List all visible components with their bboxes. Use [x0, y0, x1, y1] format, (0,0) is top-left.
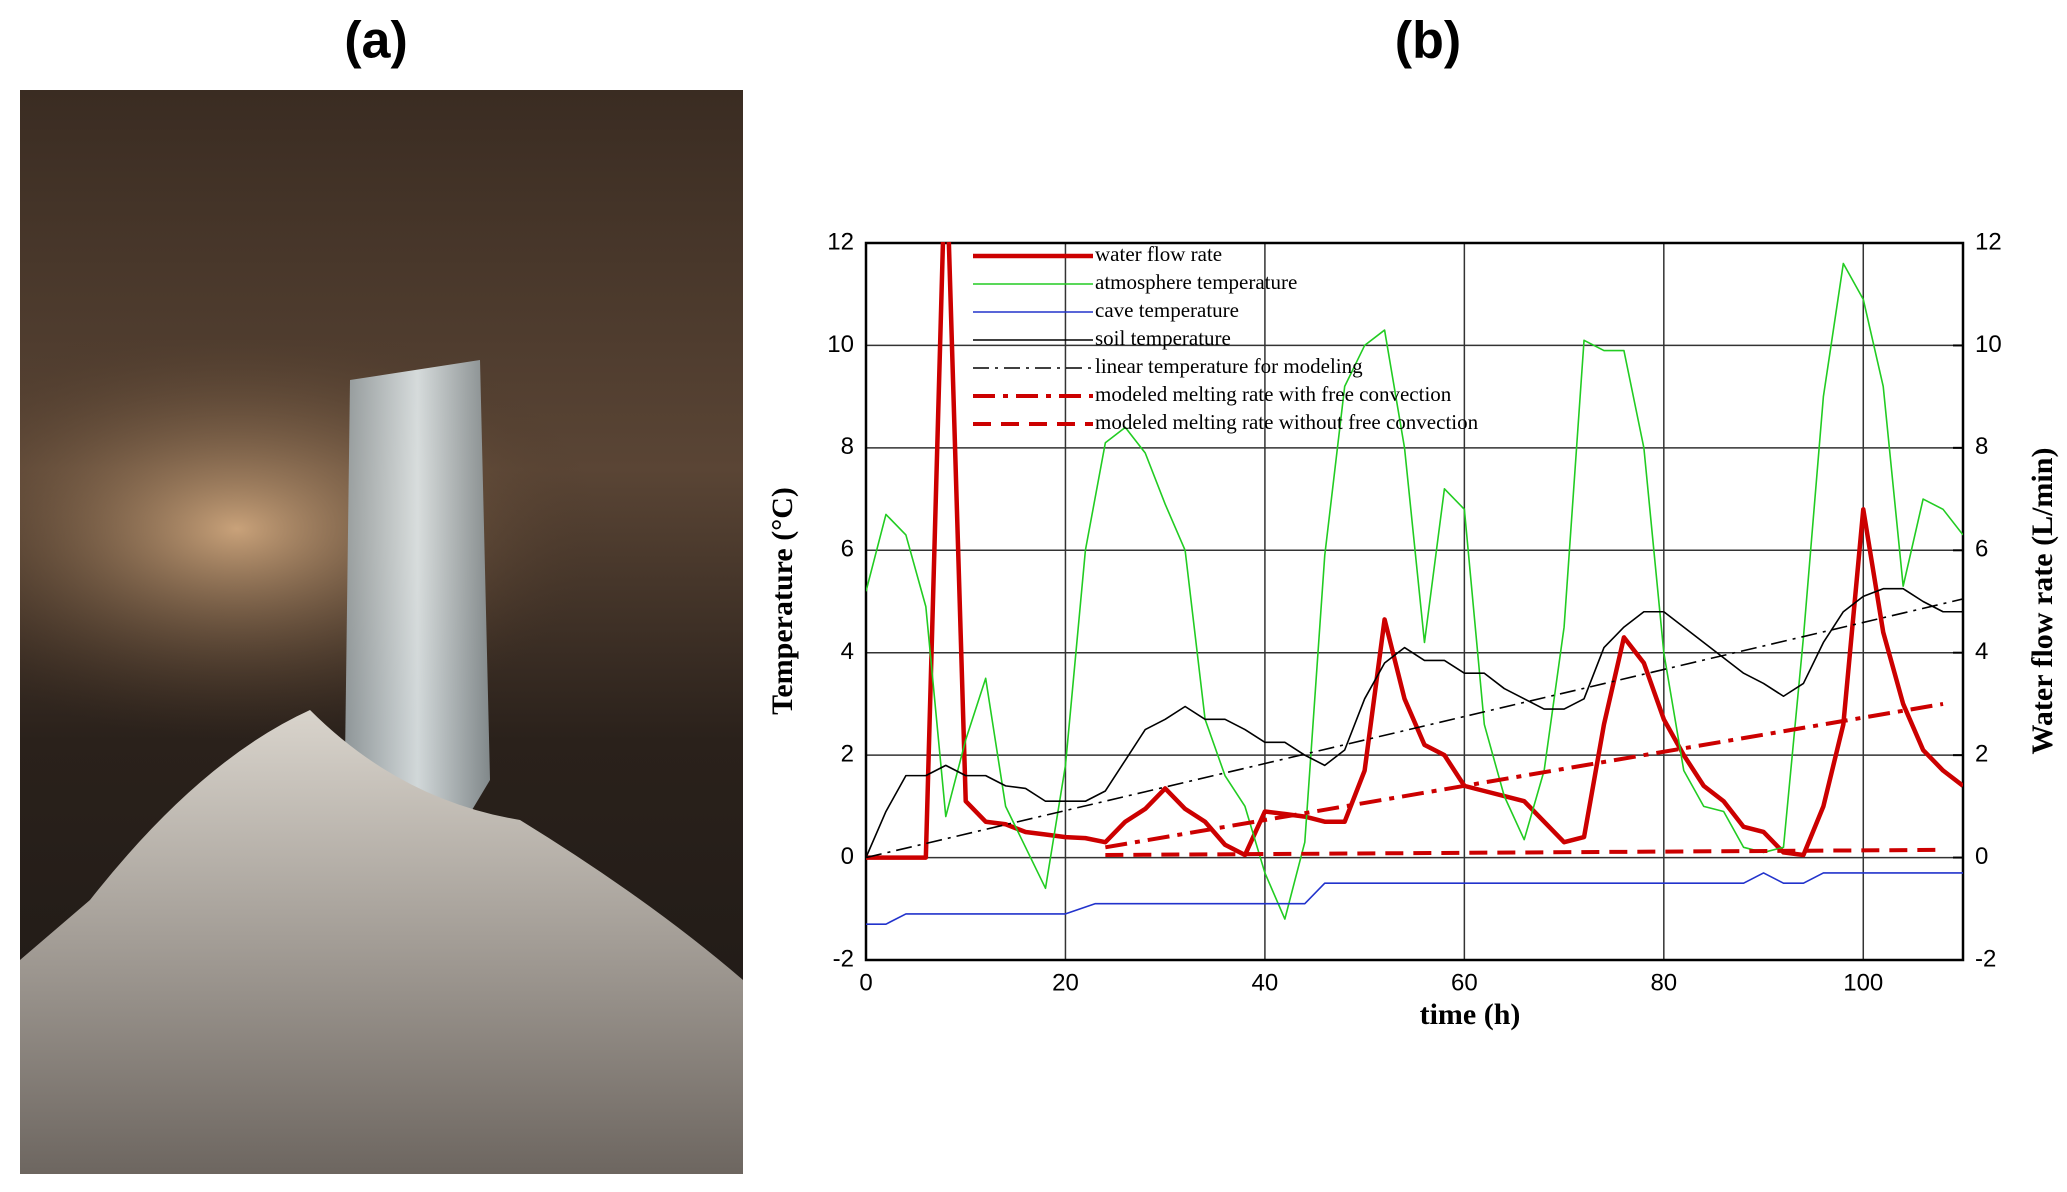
x-axis-title: time (h) — [1420, 998, 1521, 1031]
series-line — [866, 587, 1963, 858]
series-line — [866, 262, 1963, 920]
series-line — [866, 872, 1963, 925]
legend-label: cave temperature — [1095, 298, 1239, 322]
legend-label: modeled melting rate with free convectio… — [1095, 382, 1452, 406]
y2-axis-title: Water flow rate (L/min) — [2026, 448, 2059, 755]
x-tick-label: 20 — [1052, 969, 1079, 996]
panel-label: (b) — [1395, 12, 1461, 70]
y-tick-label: 12 — [827, 228, 854, 255]
legend-label: soil temperature — [1095, 326, 1231, 350]
y-tick-label: 8 — [841, 433, 854, 460]
y2-tick-label: 8 — [1975, 433, 1988, 460]
x-tick-label: 100 — [1843, 969, 1883, 996]
y2-tick-label: 0 — [1975, 843, 1988, 870]
x-tick-label: 0 — [859, 969, 872, 996]
legend-label: atmosphere temperature — [1095, 270, 1297, 294]
y-tick-label: 0 — [841, 843, 854, 870]
y-axis-title: Temperature (°C) — [766, 487, 799, 715]
x-tick-label: 40 — [1252, 969, 1279, 996]
y-tick-label: 2 — [841, 740, 854, 767]
legend-label: linear temperature for modeling — [1095, 354, 1363, 378]
y2-tick-label: 10 — [1975, 331, 2002, 358]
y-tick-label: 10 — [827, 331, 854, 358]
legend-label: modeled melting rate without free convec… — [1095, 410, 1479, 434]
y2-tick-label: -2 — [1975, 945, 1996, 972]
y-tick-label: -2 — [833, 945, 854, 972]
series-layer — [866, 242, 1963, 925]
plot-area — [866, 243, 1963, 960]
y-tick-label: 6 — [841, 536, 854, 563]
plot-frame — [864, 241, 1965, 962]
y2-tick-label: 6 — [1975, 536, 1988, 563]
y2-tick-label: 4 — [1975, 638, 1988, 665]
y2-tick-label: 2 — [1975, 740, 1988, 767]
series-line — [866, 598, 1963, 859]
x-tick-label: 60 — [1451, 969, 1478, 996]
x-tick-label: 80 — [1650, 969, 1677, 996]
y2-tick-label: 12 — [1975, 228, 2002, 255]
y-tick-label: 4 — [841, 638, 854, 665]
legend-label: water flow rate — [1095, 242, 1222, 266]
panel-label: (a) — [344, 12, 408, 70]
photo — [20, 90, 743, 1174]
series-line — [1105, 701, 1944, 850]
